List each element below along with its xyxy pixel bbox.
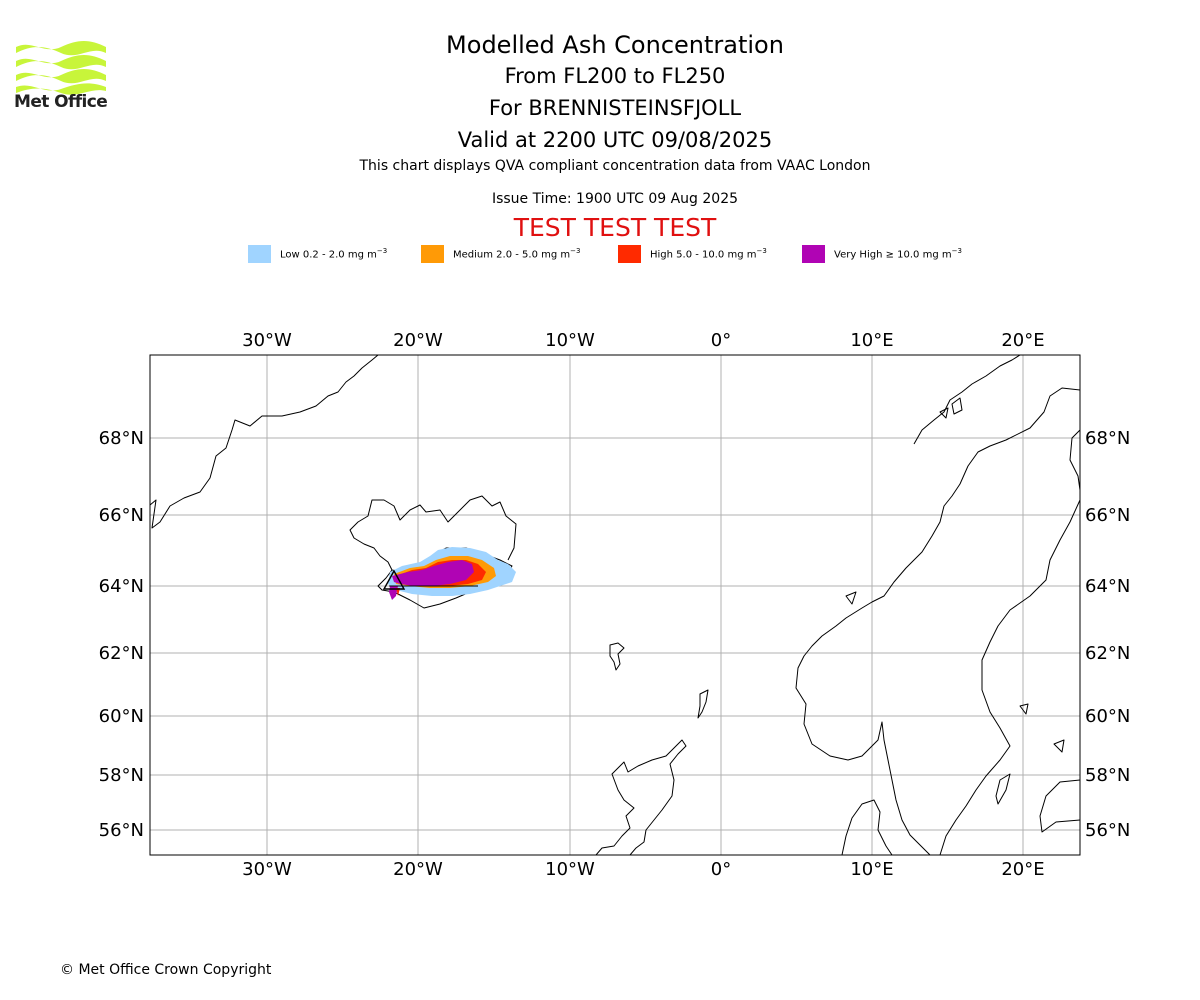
- coast-faroe: [609, 642, 625, 671]
- lat-label-right: 60°N: [1085, 706, 1130, 727]
- lat-label-left: 58°N: [99, 765, 144, 786]
- lon-label-top: 0°: [711, 330, 731, 351]
- ash-very-high-region: [392, 560, 474, 586]
- ash-plume: [388, 547, 516, 600]
- coast-baltic: [1039, 779, 1080, 833]
- legend-item-medium: Medium 2.0 - 5.0 mg m−3: [421, 244, 580, 264]
- coast-island-2: [939, 407, 949, 419]
- logo-text: Met Office: [14, 92, 108, 112]
- coast-greenland: [150, 355, 379, 529]
- volcano-marker-icon: [382, 569, 406, 590]
- lat-label-right: 58°N: [1085, 765, 1130, 786]
- lat-label-right: 66°N: [1085, 505, 1130, 526]
- copyright-notice: © Met Office Crown Copyright: [60, 962, 272, 978]
- lat-labels-right: 68°N 66°N 64°N 62°N 60°N 58°N 56°N: [1085, 428, 1130, 841]
- coastlines: [150, 355, 1080, 855]
- coast-sweden-east: [939, 499, 1080, 855]
- test-banner: TEST TEST TEST: [513, 213, 717, 242]
- coast-finland: [1069, 429, 1080, 491]
- lon-label-top: 20°W: [393, 330, 443, 351]
- valid-time: Valid at 2200 UTC 09/08/2025: [457, 128, 773, 152]
- legend-label-very-high: Very High ≥ 10.0 mg m−3: [834, 247, 962, 261]
- coast-shetland: [697, 689, 709, 719]
- chart-description: This chart displays QVA compliant concen…: [359, 158, 871, 174]
- legend-item-very-high: Very High ≥ 10.0 mg m−3: [802, 244, 962, 264]
- ash-high-tail-edge: [396, 588, 400, 596]
- legend-swatch-low: [248, 245, 271, 263]
- lon-label-bottom: 20°E: [1001, 859, 1044, 880]
- legend-label-high: High 5.0 - 10.0 mg m−3: [650, 247, 767, 261]
- graticule: [150, 355, 1080, 855]
- lat-label-right: 68°N: [1085, 428, 1130, 449]
- met-office-logo: [16, 41, 106, 95]
- lat-label-left: 56°N: [99, 820, 144, 841]
- lat-label-left: 62°N: [99, 643, 144, 664]
- coast-denmark: [841, 799, 893, 855]
- lat-label-right: 62°N: [1085, 643, 1130, 664]
- legend-label-low: Low 0.2 - 2.0 mg m−3: [280, 247, 388, 261]
- lon-label-top: 20°E: [1001, 330, 1044, 351]
- lat-label-left: 64°N: [99, 576, 144, 597]
- lat-label-right: 56°N: [1085, 820, 1130, 841]
- lon-label-bottom: 30°W: [242, 859, 292, 880]
- legend-swatch-high: [618, 245, 641, 263]
- chart-title-block: Modelled Ash Concentration From FL200 to…: [315, 30, 915, 156]
- map-frame: [149, 354, 1081, 856]
- issue-time: Issue Time: 1900 UTC 09 Aug 2025: [491, 191, 739, 207]
- legend-swatch-very-high: [802, 245, 825, 263]
- flight-levels: From FL200 to FL250: [504, 64, 726, 88]
- lon-label-bottom: 10°W: [545, 859, 595, 880]
- lon-label-bottom: 10°E: [850, 859, 893, 880]
- lat-label-left: 68°N: [99, 428, 144, 449]
- coast-scotland: [595, 739, 687, 855]
- lon-label-top: 30°W: [242, 330, 292, 351]
- lon-label-top: 10°E: [850, 330, 893, 351]
- coast-island-4: [1019, 703, 1029, 715]
- lat-label-right: 64°N: [1085, 576, 1130, 597]
- volcano-name: For BRENNISTEINSFJOLL: [488, 96, 742, 120]
- lon-label-top: 10°W: [545, 330, 595, 351]
- coast-island-5: [1053, 739, 1065, 753]
- lon-labels-bottom: 30°W 20°W 10°W 0° 10°E 20°E: [242, 859, 1044, 880]
- coast-gotland: [995, 773, 1011, 805]
- lat-labels-left: 68°N 66°N 64°N 62°N 60°N 58°N 56°N: [99, 428, 144, 841]
- legend-label-medium: Medium 2.0 - 5.0 mg m−3: [453, 247, 581, 261]
- map-background: [150, 355, 1080, 855]
- legend-item-high: High 5.0 - 10.0 mg m−3: [618, 244, 767, 264]
- legend-swatch-medium: [421, 245, 444, 263]
- coast-island-3: [845, 591, 857, 605]
- lon-label-bottom: 0°: [711, 859, 731, 880]
- lat-label-left: 66°N: [99, 505, 144, 526]
- coast-norway: [795, 355, 1080, 855]
- lon-label-bottom: 20°W: [393, 859, 443, 880]
- chart-title: Modelled Ash Concentration: [446, 31, 784, 59]
- legend-item-low: Low 0.2 - 2.0 mg m−3: [248, 244, 387, 264]
- coast-island-1: [951, 397, 963, 415]
- lat-label-left: 60°N: [99, 706, 144, 727]
- lon-labels-top: 30°W 20°W 10°W 0° 10°E 20°E: [242, 330, 1044, 351]
